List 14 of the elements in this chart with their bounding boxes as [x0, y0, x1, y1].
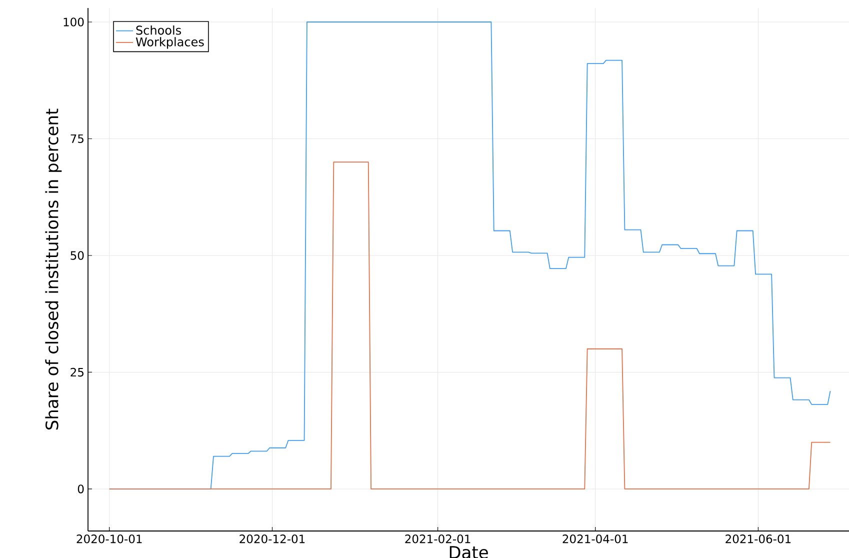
x-tick-label: 2020-12-01	[240, 534, 305, 544]
y-tick-label: 75	[70, 134, 84, 144]
x-tick-label: 2021-04-01	[562, 534, 628, 544]
y-tick-label: 100	[64, 18, 84, 26]
y-tick-label: 50	[70, 251, 84, 260]
y-tick-label: 0	[78, 484, 84, 494]
x-tick-label: 2021-06-01	[726, 534, 791, 544]
x-tick-label: 2020-10-01	[76, 534, 142, 544]
x-tick-label: 2021-02-01	[405, 534, 470, 544]
legend-label: Workplaces	[136, 37, 204, 49]
line-series	[108, 162, 831, 490]
y-tick-label: 25	[70, 368, 84, 377]
y-axis-title: Share of closed institutions in percent	[45, 108, 62, 430]
legend-label: Schools	[136, 25, 182, 35]
